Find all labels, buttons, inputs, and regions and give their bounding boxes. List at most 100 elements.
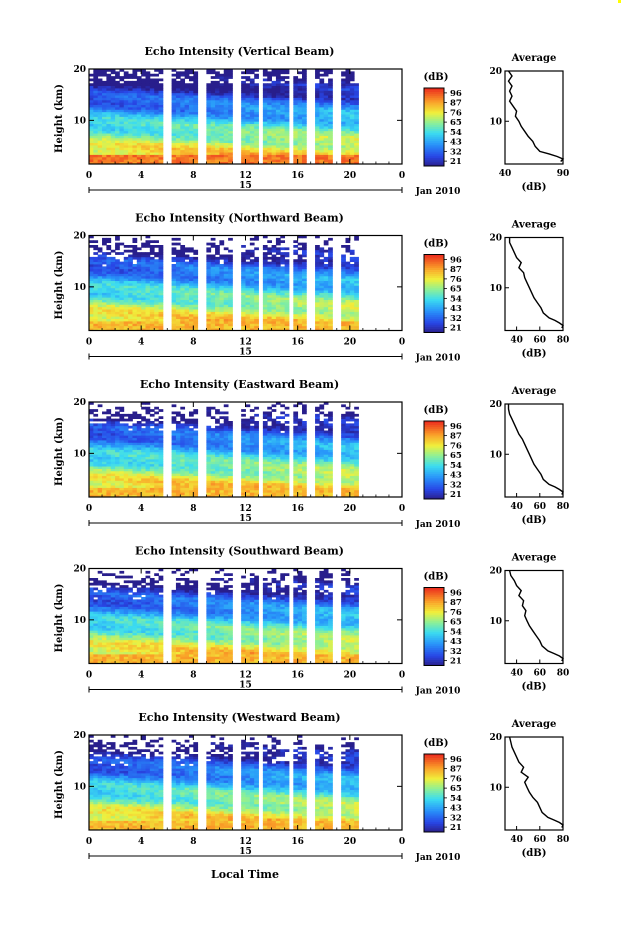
heatmap-cell [262,306,268,310]
heatmap-cell [223,421,229,424]
heatmap-cell [319,107,325,110]
heatmap-cell [175,102,181,106]
heatmap-cell [206,107,212,110]
colorbar-segment [424,136,444,139]
heatmap-cell [132,463,138,467]
heatmap-cell [119,88,125,91]
colorbar-segment [424,109,444,112]
heatmap-cell [275,135,281,139]
heatmap-cell [262,247,268,251]
heatmap-cell [341,304,346,308]
heatmap-cell [262,104,268,108]
heatmap-cell [106,78,112,82]
heatmap-cell [115,425,120,429]
heatmap-cell [93,152,99,155]
heatmap-cell [215,456,220,460]
colorbar-segment [424,291,444,294]
heatmap-cell [345,261,351,265]
heatmap-cell [267,285,272,289]
heatmap-cell [106,135,112,139]
heatmap-cell [341,268,346,272]
heatmap-cell [328,154,333,158]
heatmap-cell [119,323,125,327]
heatmap-cell [193,463,199,467]
heatmap-cell [349,304,355,308]
colorbar-segment [424,266,444,269]
panel-3: Echo Intensity (Eastward Beam)1020Height… [54,378,569,530]
heatmap-cell [262,290,268,293]
heatmap-cell [149,97,155,101]
heatmap-cell [206,128,212,132]
heatmap-cell [223,299,229,303]
heatmap-cell [271,142,277,146]
heatmap-cell [262,325,268,329]
heatmap-cell [219,425,225,429]
heatmap-cell [267,116,272,120]
heatmap-cell [97,159,103,163]
heatmap-cell [193,154,199,158]
heatmap-cell [341,80,346,84]
heatmap-cell [184,487,190,491]
heatmap-cell [341,313,346,317]
heatmap-cell [145,264,151,267]
heatmap-cell [145,425,151,429]
heatmap-cell [249,147,255,151]
heatmap-cell [302,245,307,248]
heatmap-cell [323,159,329,163]
heatmap-cell [328,109,333,113]
heatmap-cell [119,283,125,286]
heatmap-cell [280,275,286,279]
heatmap-cell [141,480,146,484]
heatmap-cell [180,88,186,91]
heatmap-cell [249,325,255,329]
heatmap-cell [115,88,120,91]
heatmap-cell [245,83,251,87]
heatmap-cell [206,133,212,136]
heatmap-cell [115,328,120,331]
heatmap-cell [341,280,346,284]
heatmap-cell [106,437,112,441]
heatmap-cell [249,128,255,132]
heatmap-cell [97,404,103,408]
heatmap-cell [328,266,333,270]
colorbar-tick-label: 43 [450,304,462,314]
heatmap-cell [315,256,320,260]
heatmap-cell [128,275,133,279]
heatmap-cell [102,278,107,282]
heatmap-cell [115,302,120,305]
heatmap-cell [349,256,355,260]
heatmap-cell [345,297,351,301]
heatmap-cell [175,76,181,79]
heatmap-cell [89,437,94,441]
heatmap-cell [119,485,125,488]
heatmap-cell [219,275,225,279]
heatmap-cell [262,114,268,117]
heatmap-cell [215,449,220,453]
heatmap-cell [175,114,181,117]
heatmap-cell [219,325,225,329]
heatmap-cell [158,97,164,101]
heatmap-cell [210,480,216,484]
heatmap-cell [115,437,120,441]
heatmap-cell [210,80,216,84]
heatmap-cell [284,92,290,96]
heatmap-cell [119,435,125,439]
heatmap-cell [206,71,212,75]
heatmap-cell [228,304,233,308]
heatmap-cell [241,456,246,460]
heatmap-cell [128,485,133,488]
heatmap-cell [349,137,355,141]
heatmap-cell [241,318,246,322]
heatmap-cell [93,468,99,472]
heatmap-cell [158,449,164,453]
heatmap-cell [284,145,290,148]
heatmap-cell [106,133,112,136]
heatmap-cell [175,154,181,158]
heatmap-cell [267,114,272,117]
heatmap-cell [145,494,151,498]
heatmap-cell [219,290,225,293]
heatmap-cell [297,266,303,270]
heatmap-cell [293,123,299,127]
heatmap-cell [106,423,112,427]
heatmap-cell [119,318,125,322]
